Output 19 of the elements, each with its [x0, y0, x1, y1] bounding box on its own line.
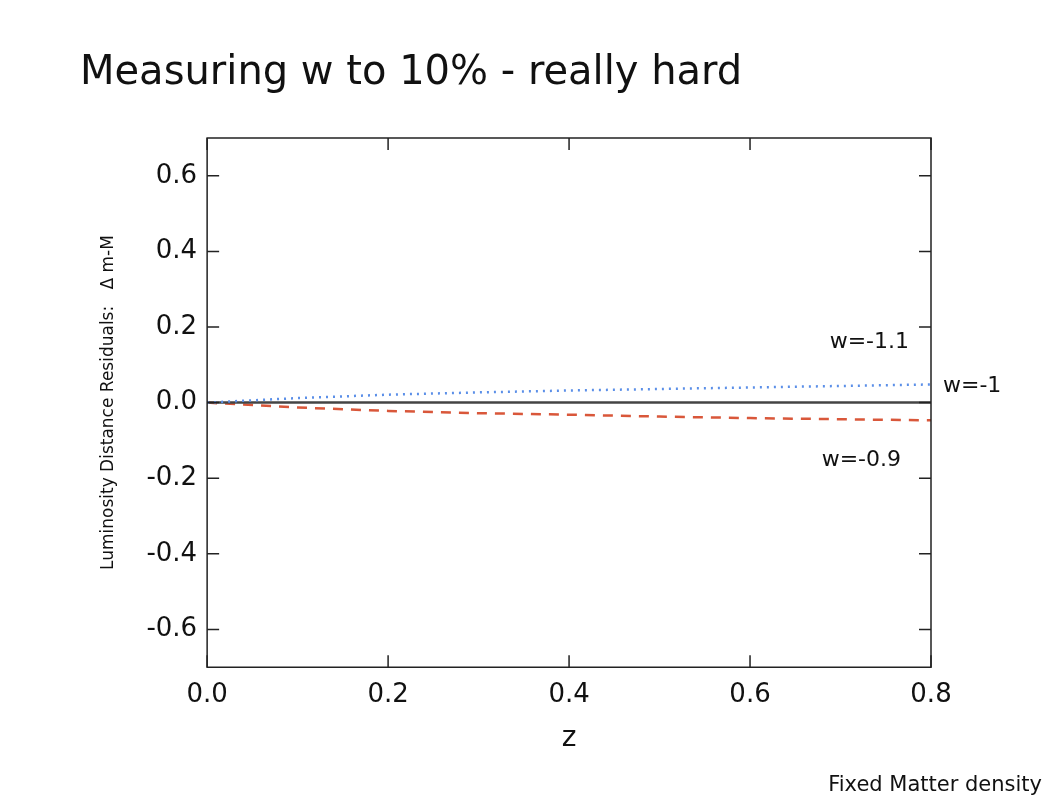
x-tick-label: 0.6 — [729, 677, 771, 708]
y-tick-label: 0.6 — [155, 158, 198, 189]
series-label: w=-1 — [943, 372, 1002, 398]
series-label: w=-1.1 — [829, 328, 909, 354]
y-tick-label: -0.4 — [146, 536, 198, 567]
x-tick-label: 0.0 — [186, 677, 228, 708]
y-tick-label: -0.6 — [146, 612, 198, 643]
y-tick-label: 0.2 — [155, 309, 198, 340]
y-tick-label: 0.4 — [155, 234, 198, 265]
y-tick-label: 0.0 — [155, 385, 198, 416]
chart-title: Measuring w to 10% - really hard — [80, 47, 743, 94]
y-tick-label: -0.2 — [146, 460, 198, 491]
series-label: w=-0.9 — [821, 446, 901, 472]
x-tick-label: 0.8 — [910, 677, 952, 708]
x-axis-title: z — [561, 720, 577, 754]
text: Fixed Matter density — [828, 771, 1042, 796]
x-tick-label: 0.4 — [548, 677, 590, 708]
y-axis-title: Luminosity Distance Residuals: Δ m-M — [96, 235, 117, 571]
x-tick-label: 0.2 — [367, 677, 409, 708]
